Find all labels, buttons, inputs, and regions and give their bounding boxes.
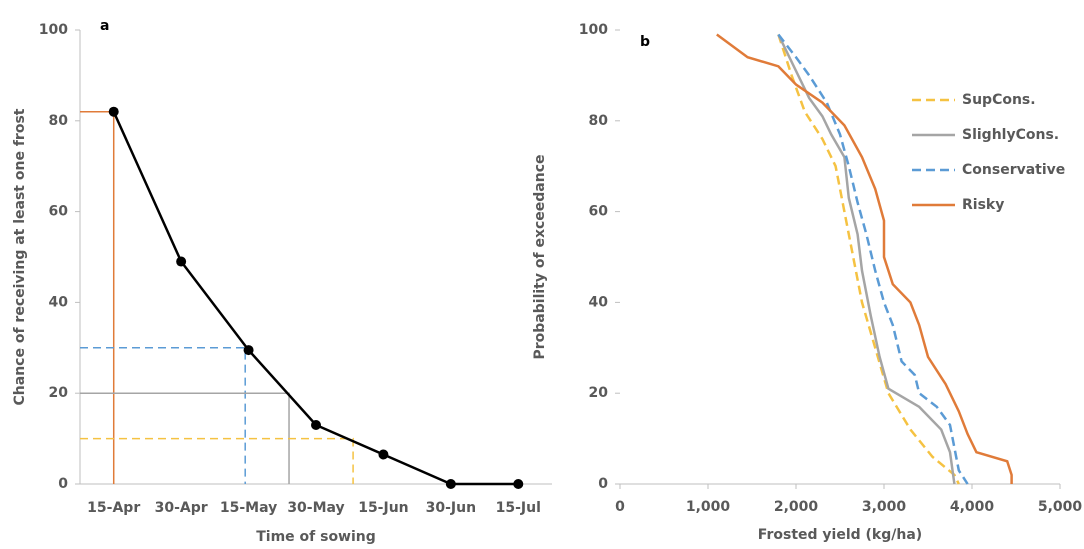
legend-label: SupCons.: [962, 92, 1036, 108]
x-axis-title: Frosted yield (kg/ha): [758, 527, 922, 543]
y-tick-label: 80: [49, 113, 69, 129]
y-tick-label: 60: [49, 204, 69, 220]
y-tick-label: 100: [579, 22, 608, 38]
y-axis-title: Chance of receiving at least one frost: [12, 108, 28, 405]
y-tick-label: 40: [589, 294, 609, 310]
x-tick-label: 1,000: [686, 499, 731, 515]
point: [445, 479, 456, 489]
series-line: [777, 34, 960, 485]
x-tick-label: 4,000: [950, 499, 995, 515]
x-tick-label: 15-Jun: [358, 500, 408, 516]
y-tick-label: 80: [589, 113, 609, 129]
x-tick-label: 15-May: [220, 500, 277, 516]
y-tick-label: 0: [598, 476, 608, 492]
point: [108, 106, 119, 117]
legend-label: SlighlyCons.: [962, 127, 1059, 143]
x-axis-title: Time of sowing: [256, 529, 376, 545]
y-axis-title: Probability of exceedance: [532, 155, 548, 360]
y-tick-label: 0: [58, 476, 68, 492]
legend-label: Risky: [962, 197, 1004, 213]
x-tick-label: 3,000: [862, 499, 907, 515]
x-tick-label: 30-Apr: [155, 500, 208, 516]
series-line: [777, 33, 969, 485]
panel-label: b: [640, 34, 650, 50]
series-line: [777, 33, 956, 485]
x-tick-label: 30-May: [287, 500, 344, 516]
reference-line: [80, 437, 354, 484]
y-tick-label: 20: [589, 385, 609, 401]
x-tick-label: 0: [615, 499, 625, 515]
x-tick-label: 15-Jul: [496, 500, 541, 516]
reference-line: [80, 347, 246, 484]
x-tick-label: 15-Apr: [87, 500, 140, 516]
point: [176, 256, 187, 267]
point: [311, 419, 321, 430]
reference-line: [80, 110, 115, 484]
legend-label: Conservative: [962, 162, 1065, 178]
y-tick-label: 20: [49, 385, 69, 401]
x-tick-label: 30-Jun: [426, 500, 476, 516]
point: [243, 345, 254, 356]
x-tick-label: 5,000: [1038, 499, 1083, 515]
y-tick-label: 40: [49, 294, 69, 310]
series-line: [716, 33, 1013, 484]
y-tick-label: 60: [589, 204, 609, 220]
x-tick-label: 2,000: [774, 499, 819, 515]
point: [513, 479, 524, 489]
panel-label: a: [100, 18, 109, 34]
point: [378, 449, 389, 460]
y-tick-label: 100: [39, 22, 68, 38]
